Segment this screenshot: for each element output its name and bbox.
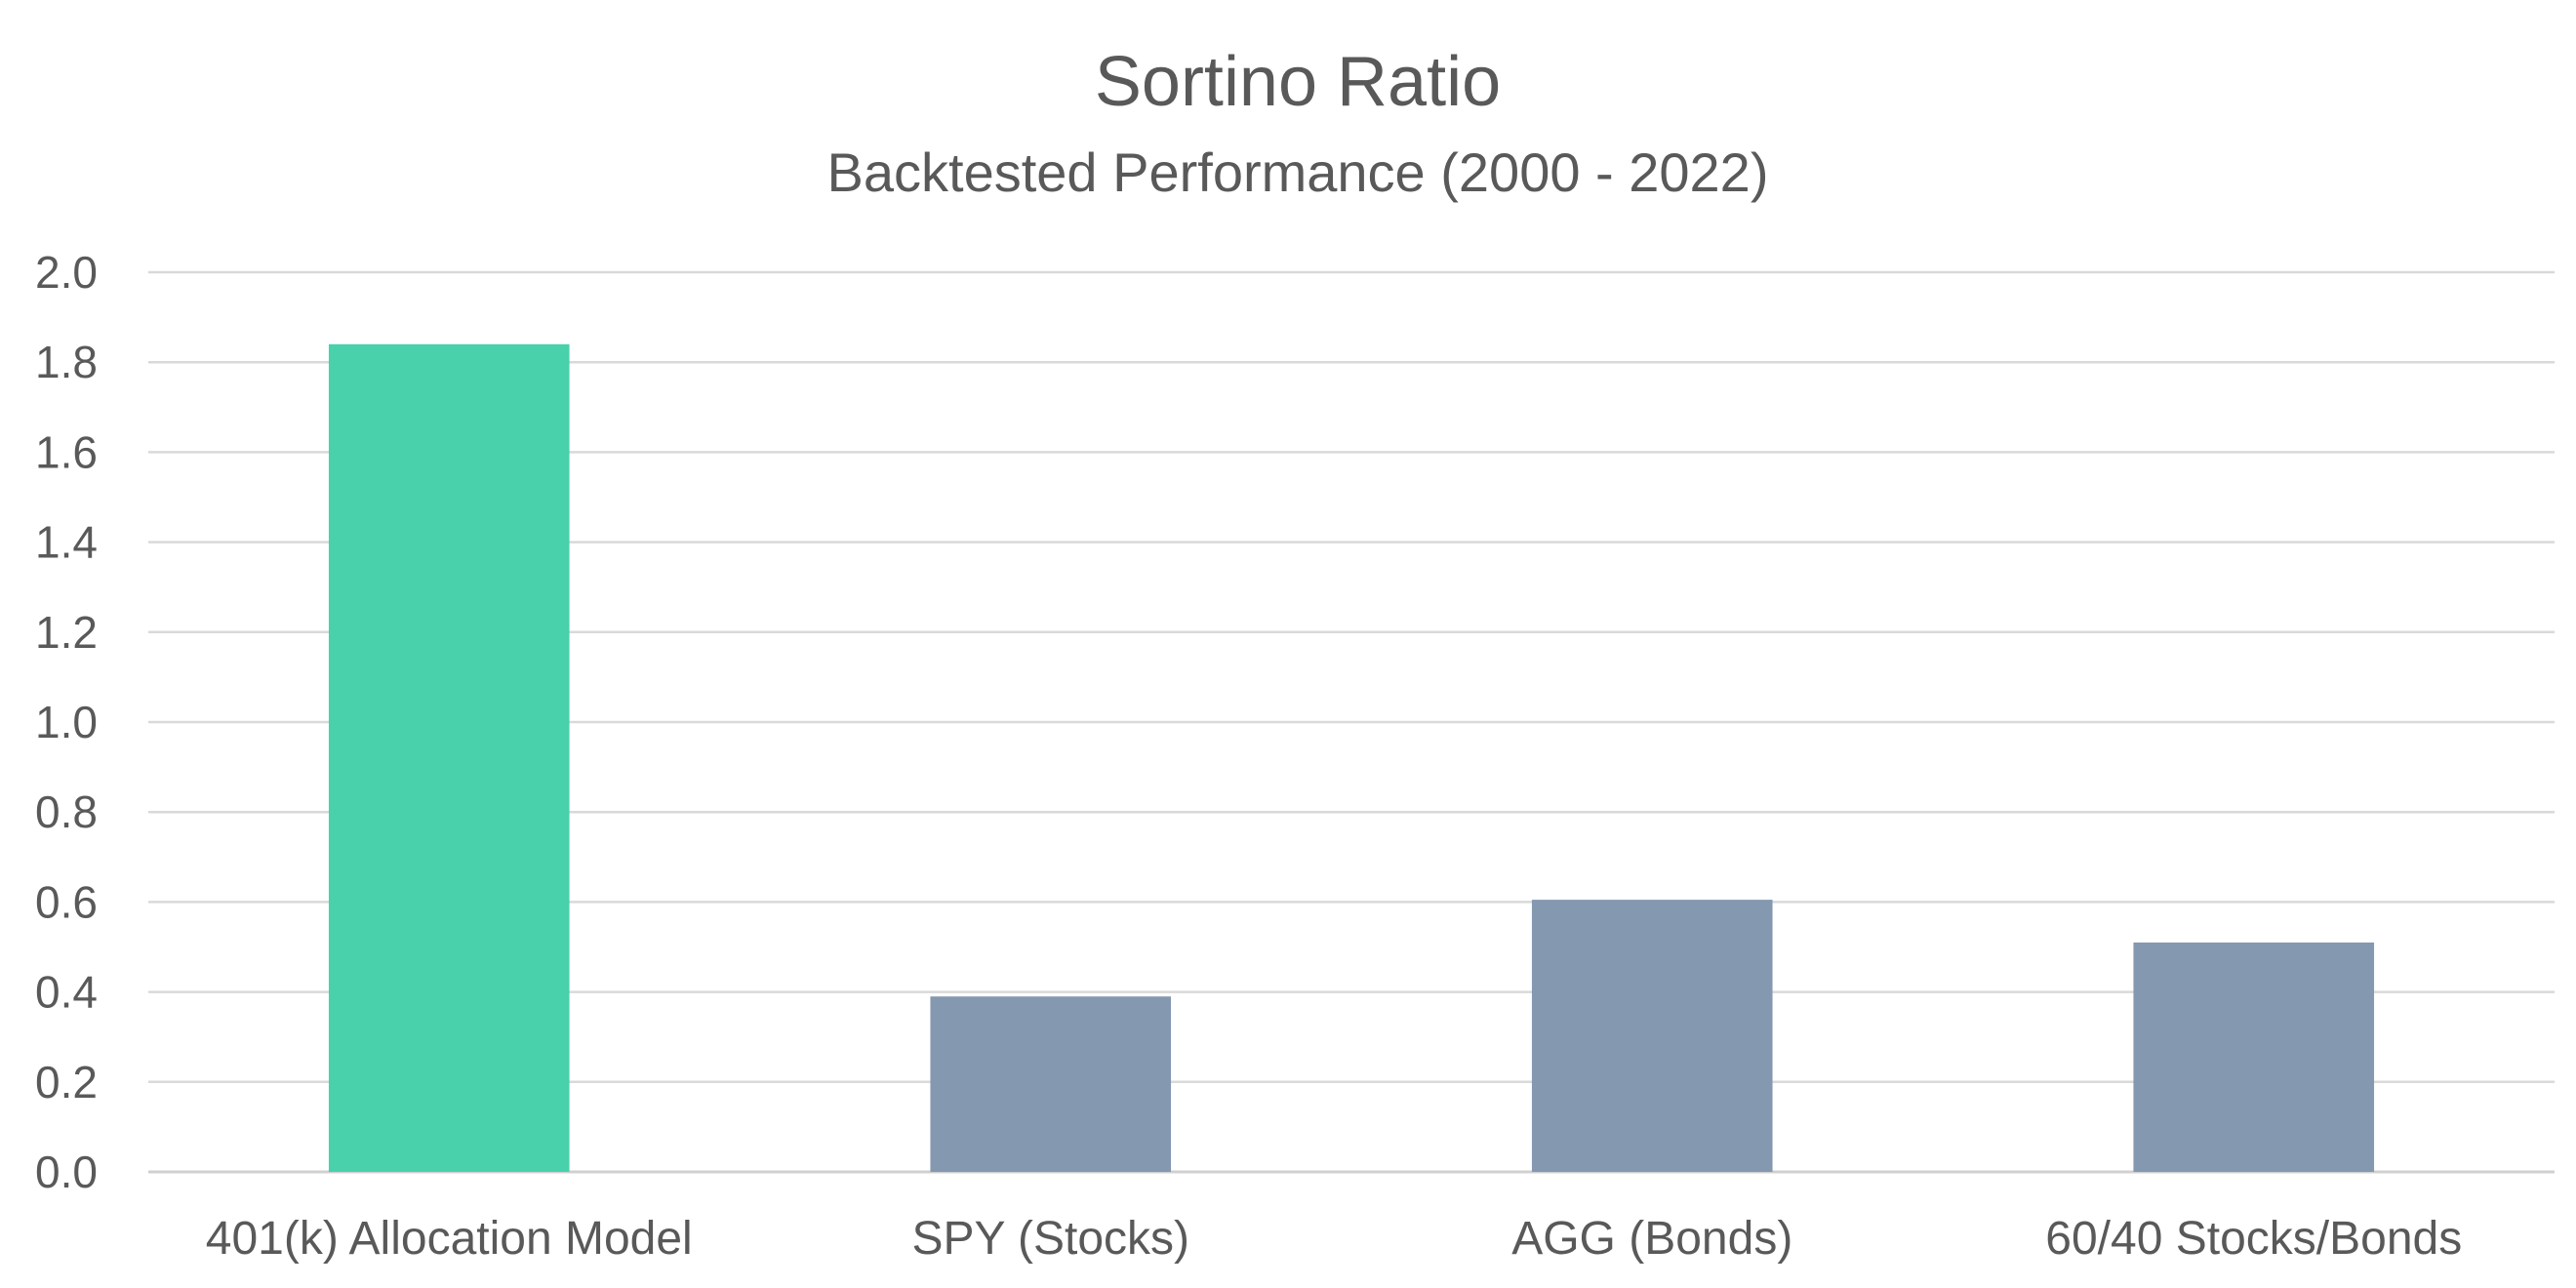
- y-tick-label: 1.2: [35, 607, 98, 658]
- x-category-label: SPY (Stocks): [911, 1213, 1189, 1265]
- y-tick-label: 1.4: [35, 517, 98, 568]
- y-tick-label: 0.6: [35, 876, 98, 927]
- y-tick-label: 0.0: [35, 1147, 98, 1197]
- x-axis-category-labels: 401(k) Allocation Model SPY (Stocks) AGG (…: [206, 1213, 2462, 1265]
- y-tick-label: 1.8: [35, 337, 98, 387]
- bar-3: [1531, 900, 1773, 1172]
- y-tick-label: 2.0: [35, 247, 98, 298]
- bar-4: [2133, 942, 2375, 1172]
- x-category-label: 401(k) Allocation Model: [206, 1213, 693, 1265]
- bars: [328, 343, 2375, 1172]
- y-tick-label: 1.6: [35, 426, 98, 477]
- x-category-label: AGG (Bonds): [1511, 1213, 1792, 1265]
- chart-title: Sortino Ratio: [1095, 43, 1501, 121]
- y-tick-label: 0.8: [35, 786, 98, 837]
- bar-2: [930, 996, 1172, 1172]
- y-axis-tick-labels: 0.0 0.2 0.4 0.6 0.8 1.0 1.2 1.4 1.6 1.8 2.0: [35, 247, 98, 1197]
- y-tick-label: 1.0: [35, 697, 98, 747]
- y-tick-label: 0.2: [35, 1057, 98, 1107]
- y-tick-label: 0.4: [35, 967, 98, 1018]
- x-category-label: 60/40 Stocks/Bonds: [2045, 1213, 2462, 1265]
- chart-subtitle: Backtested Performance (2000 - 2022): [827, 141, 1769, 203]
- bar-1: [328, 343, 570, 1172]
